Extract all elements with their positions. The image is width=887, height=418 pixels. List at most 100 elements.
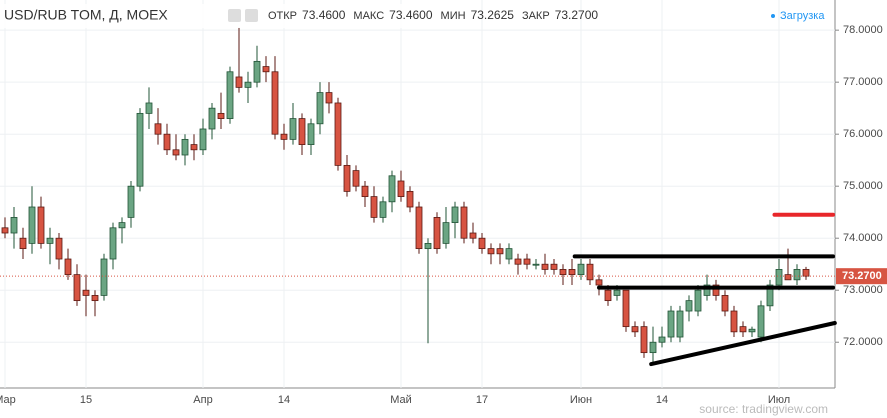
candle-body (253, 60, 261, 83)
candle-body (64, 258, 72, 276)
candle-body (541, 263, 549, 270)
candle-body (1, 227, 9, 234)
icon-eye[interactable] (228, 9, 241, 22)
candle-body (19, 237, 27, 250)
candle-body (307, 123, 315, 145)
drawn-line (649, 320, 837, 367)
candle-body (496, 248, 504, 255)
candle-body (622, 289, 630, 328)
candle-body (469, 232, 477, 239)
candle-body (235, 76, 243, 88)
candle-body (451, 206, 459, 224)
header-bg (0, 4, 445, 28)
candle-body (298, 118, 306, 145)
symbol: USD/RUB TOM, Д, MOEX (4, 7, 168, 23)
last-price-label: 73.2700 (842, 270, 882, 282)
candle-body (127, 185, 135, 218)
y-tick-label: 77.0000 (843, 76, 883, 88)
candle-body (676, 310, 684, 338)
candle-body (55, 237, 63, 260)
candle-body (739, 326, 747, 333)
candle-body (649, 341, 657, 354)
candle-body (379, 201, 387, 218)
candle-body (505, 248, 513, 260)
x-tick-label: 14 (656, 394, 668, 406)
candle-body (91, 295, 99, 302)
candle-body (586, 263, 594, 281)
candle-body (784, 274, 792, 281)
x-tick-label: Апр (193, 394, 212, 406)
candle-body (10, 217, 18, 234)
candle-body (730, 310, 738, 333)
candle-body (280, 133, 288, 140)
candle-body (757, 305, 765, 338)
x-tick-label: 14 (278, 394, 290, 406)
candle-body (208, 107, 216, 130)
candle-body (262, 66, 270, 73)
candle-body (316, 92, 324, 125)
candle-body (667, 310, 675, 338)
candle-body (145, 102, 153, 114)
candle-body (559, 269, 567, 276)
candle-body (199, 128, 207, 151)
candle-body (802, 269, 810, 277)
candle-body (568, 269, 576, 276)
candle-body (244, 81, 252, 88)
y-tick-label: 75.0000 (843, 180, 883, 192)
candle-body (748, 328, 756, 333)
candle-body (46, 237, 54, 244)
candle-body (577, 263, 585, 276)
y-tick-label: 72.0000 (843, 336, 883, 348)
candle-body (388, 175, 396, 203)
source: source: tradingview.com (699, 402, 828, 416)
candle-body (523, 258, 531, 265)
candle-body (487, 248, 495, 255)
candle-body (703, 284, 711, 296)
x-tick-label: Июл (768, 394, 790, 406)
x-tick-label: 15 (80, 394, 92, 406)
candle-body (595, 279, 603, 286)
candle-body (28, 206, 36, 244)
icon-settings[interactable] (245, 9, 258, 22)
y-tick-label: 78.0000 (843, 24, 883, 36)
y-tick-label: 73.0000 (843, 284, 883, 296)
candle-body (289, 118, 297, 140)
candle-body (478, 237, 486, 250)
header-label: ОТКР (268, 10, 297, 22)
header-label: МИН (441, 10, 466, 22)
candle-body (766, 284, 774, 307)
candle-body (415, 206, 423, 250)
candle-body (181, 138, 189, 156)
header-value: 73.2625 (471, 8, 515, 22)
header-label: ЗАКР (522, 10, 550, 22)
candle-body (514, 258, 522, 265)
candle-body (613, 289, 621, 296)
candle-body (775, 269, 783, 286)
x-tick-label: Май (390, 394, 412, 406)
candle-body (154, 123, 162, 135)
x-tick-label: Июн (570, 394, 592, 406)
candle-body (325, 92, 333, 104)
candle-body (406, 190, 414, 208)
candle-body (361, 185, 369, 198)
candle-body (604, 289, 612, 302)
candle-body (640, 326, 648, 354)
candle-body (442, 222, 450, 244)
candle-body (100, 258, 108, 296)
header-label: МАКС (353, 10, 384, 22)
x-tick-label: 17 (476, 394, 488, 406)
candle-body (721, 295, 729, 312)
candle-body (712, 284, 720, 296)
candle-body (226, 71, 234, 119)
candle-body (532, 263, 540, 266)
header-value: 73.2700 (555, 8, 599, 22)
header-value: 73.4600 (302, 8, 346, 22)
candle-body (136, 112, 144, 187)
header-value: 73.4600 (389, 8, 433, 22)
candle-body (334, 102, 342, 166)
candle-body (658, 336, 666, 343)
candle-body (190, 144, 198, 151)
candle-body (433, 217, 441, 250)
